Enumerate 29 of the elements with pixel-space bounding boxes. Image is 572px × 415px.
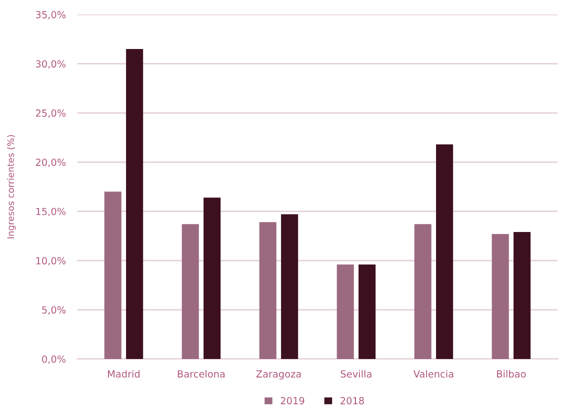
y-tick-label: 30,0% [36, 60, 66, 69]
bar [436, 144, 454, 359]
x-tick-label: Bilbao [497, 370, 526, 378]
y-tick-label: 0,0% [42, 355, 66, 364]
bar [492, 234, 509, 359]
y-tick-label: 25,0% [36, 109, 66, 118]
bar [336, 264, 354, 359]
x-tick-label: Valencia [413, 370, 454, 378]
y-tick-label: 20,0% [36, 158, 66, 167]
bar [182, 224, 199, 359]
bar [281, 214, 298, 359]
y-tick-label: 35,0% [36, 11, 66, 20]
bar [104, 192, 122, 359]
y-tick-label: 10,0% [36, 257, 66, 266]
bar [414, 224, 432, 359]
legend-label: 2019 [280, 397, 304, 404]
bar [259, 222, 276, 359]
bar [204, 198, 221, 359]
y-axis-title: Ingresos corrientes (%) [7, 135, 16, 238]
x-tick-label: Zaragoza [256, 370, 301, 380]
x-tick-label: Madrid [108, 370, 140, 378]
y-tick-label: 15,0% [36, 208, 66, 216]
bar [358, 264, 376, 359]
bar [126, 48, 144, 359]
x-tick-label: Barcelona [178, 370, 225, 378]
bar [514, 232, 531, 359]
x-tick-label: Sevilla [340, 370, 372, 378]
y-tick-label: 5,0% [42, 306, 66, 315]
legend-label: 2018 [340, 397, 364, 404]
